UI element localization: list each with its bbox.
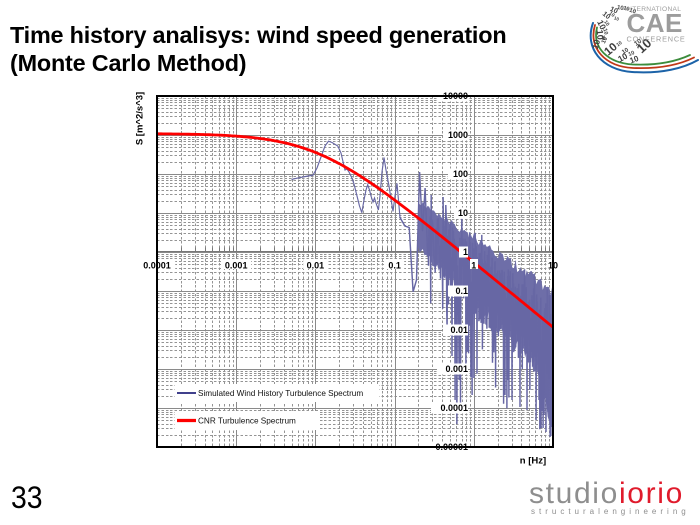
svg-text:10: 10	[601, 36, 610, 45]
svg-text:CONFERENCE: CONFERENCE	[627, 35, 686, 44]
svg-text:0.001: 0.001	[445, 364, 468, 374]
svg-text:10: 10	[621, 47, 630, 56]
svg-text:10: 10	[609, 6, 619, 16]
svg-text:10: 10	[595, 29, 606, 40]
svg-text:10: 10	[628, 8, 637, 16]
svg-text:10: 10	[628, 54, 640, 66]
svg-text:10: 10	[590, 38, 602, 50]
svg-text:10: 10	[458, 208, 468, 218]
svg-text:CAE: CAE	[627, 8, 683, 38]
svg-text:1000: 1000	[448, 130, 468, 140]
svg-text:10: 10	[601, 35, 607, 41]
svg-text:10: 10	[608, 11, 616, 19]
svg-text:0.00001: 0.00001	[435, 442, 468, 452]
svg-text:1: 1	[471, 261, 476, 271]
svg-text:10: 10	[601, 28, 608, 35]
svg-text:10: 10	[602, 19, 610, 27]
svg-text:10: 10	[595, 18, 608, 31]
svg-text:Simulated Wind History Turbule: Simulated Wind History Turbulence Spectr…	[198, 389, 363, 398]
svg-text:0.1: 0.1	[455, 286, 468, 296]
svg-text:CNR Turbulence Spectrum: CNR Turbulence Spectrum	[198, 417, 296, 426]
svg-text:100: 100	[453, 169, 468, 179]
svg-text:10: 10	[616, 51, 629, 64]
svg-text:1: 1	[463, 247, 468, 257]
svg-text:10: 10	[613, 15, 620, 22]
svg-text:10: 10	[628, 50, 636, 58]
svg-text:10: 10	[548, 261, 558, 271]
svg-text:0.001: 0.001	[225, 261, 248, 271]
svg-text:10: 10	[615, 40, 623, 48]
svg-text:10: 10	[601, 11, 612, 21]
svg-text:0.0001: 0.0001	[440, 403, 468, 413]
svg-text:INTERNATIONAL: INTERNATIONAL	[625, 6, 681, 13]
svg-text:10: 10	[633, 38, 643, 48]
svg-text:n [Hz]: n [Hz]	[520, 456, 546, 467]
svg-text:10: 10	[623, 5, 630, 12]
svg-text:S [m^2/s^3]: S [m^2/s^3]	[135, 92, 146, 145]
svg-text:0.01: 0.01	[450, 325, 468, 335]
svg-text:10000: 10000	[443, 91, 468, 101]
svg-text:0.1: 0.1	[388, 261, 401, 271]
svg-text:0.0001: 0.0001	[143, 261, 171, 271]
svg-text:0.01: 0.01	[307, 261, 325, 271]
svg-text:10: 10	[616, 5, 624, 12]
